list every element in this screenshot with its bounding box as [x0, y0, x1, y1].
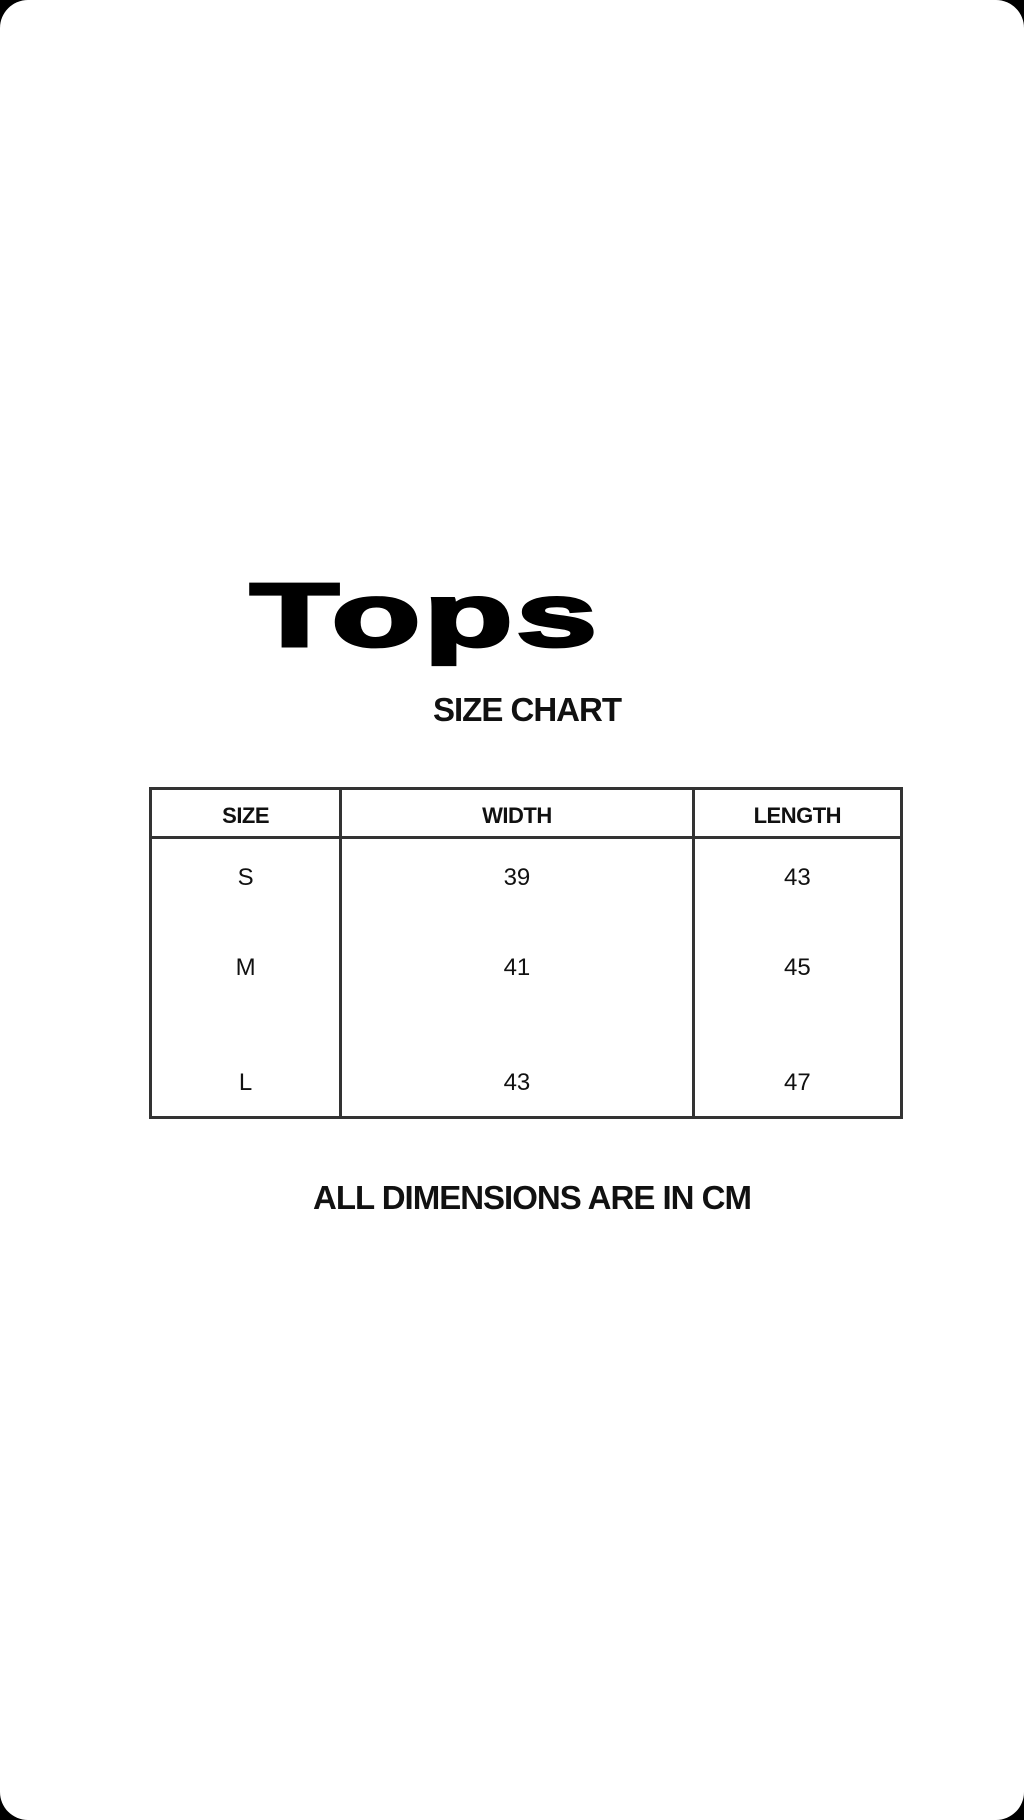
table-header-row: SIZE WIDTH LENGTH: [148, 788, 902, 839]
cell-size: L: [148, 1069, 341, 1118]
cell-size: S: [148, 837, 341, 954]
header-width: WIDTH: [339, 788, 694, 839]
cell-width: 39: [339, 837, 694, 954]
cell-length: 45: [691, 954, 902, 1069]
cell-width: 43: [339, 1069, 694, 1118]
header-size: SIZE: [148, 788, 341, 839]
size-table: SIZE WIDTH LENGTH S 39 43 M 41 45 L 43 4…: [148, 787, 903, 1119]
size-chart-heading: SIZE CHART: [433, 691, 622, 728]
table-row: M 41 45: [148, 954, 902, 1069]
table-row: S 39 43: [148, 837, 902, 954]
page-title: Tops: [248, 565, 601, 668]
cell-size: M: [148, 954, 341, 1069]
cell-length: 47: [691, 1069, 902, 1118]
cell-length: 43: [691, 837, 902, 954]
dimensions-note: ALL DIMENSIONS ARE IN CM: [312, 1179, 752, 1216]
header-length: LENGTH: [691, 788, 902, 839]
table-row: L 43 47: [148, 1069, 902, 1118]
cell-width: 41: [339, 954, 694, 1069]
